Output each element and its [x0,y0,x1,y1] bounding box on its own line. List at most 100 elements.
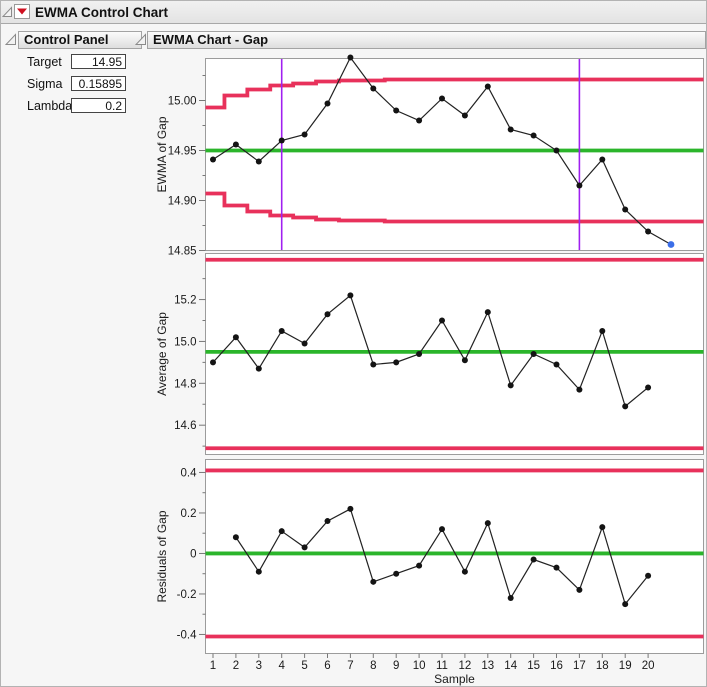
control-panel-disclosure-icon[interactable] [5,33,17,46]
data-point[interactable] [576,386,583,393]
data-point[interactable] [393,107,400,114]
data-point[interactable] [553,147,560,154]
y-tick-label: 14.6 [174,420,196,432]
series-line [212,56,672,246]
data-point[interactable] [416,351,423,357]
data-point[interactable] [232,141,239,148]
data-point[interactable] [576,182,583,189]
x-tick-label: 18 [596,660,609,672]
y-tick-label: 0.2 [181,508,197,520]
data-point[interactable] [484,520,491,527]
chart-residuals: 0.4 0.2 0 -0.2 -0.4 Residuals of Gap [155,459,704,654]
data-point[interactable] [370,85,377,92]
data-point[interactable] [553,564,560,571]
data-point[interactable] [393,359,400,366]
data-point[interactable] [347,292,354,299]
data-point[interactable] [370,361,377,368]
data-point[interactable] [416,562,423,569]
data-point[interactable] [507,595,514,602]
x-tick-label: 12 [459,660,472,672]
lambda-label: Lambda [27,98,73,113]
x-tick-label: 2 [233,660,239,672]
y-axis-title: EWMA of Gap [155,116,169,192]
data-point[interactable] [210,156,216,163]
data-point[interactable] [622,601,629,608]
data-point[interactable] [393,570,400,577]
lambda-input[interactable] [71,98,126,113]
data-point[interactable] [301,131,308,138]
x-tick-label: 17 [573,660,586,672]
data-point[interactable] [255,568,262,575]
data-point[interactable] [439,317,445,324]
data-point[interactable] [461,112,468,119]
data-point[interactable] [210,359,216,366]
y-tick-label: 0 [190,548,196,560]
data-point[interactable] [507,126,514,133]
disclosure-triangle-icon[interactable] [2,6,13,18]
control-limit-line [205,77,704,110]
data-point[interactable] [599,327,606,334]
x-tick-label: 20 [642,660,655,672]
data-point[interactable] [370,578,377,585]
data-point[interactable] [416,117,423,124]
data-point[interactable] [347,505,354,512]
red-triangle-menu-button[interactable] [14,4,30,19]
data-point[interactable] [599,156,606,163]
highlighted-point[interactable] [667,241,675,248]
title-bar: EWMA Control Chart [1,1,706,24]
data-point[interactable] [484,309,491,316]
data-point[interactable] [324,518,331,525]
data-point[interactable] [530,351,537,357]
data-point[interactable] [645,384,652,391]
control-limit-line [205,191,704,224]
sigma-input[interactable] [71,76,126,91]
parameter-row-lambda: Lambda [27,97,126,114]
data-point[interactable] [645,572,652,579]
data-point[interactable] [301,544,308,551]
data-point[interactable] [530,556,537,563]
control-panel-header[interactable]: Control Panel [18,31,142,49]
sigma-label: Sigma [27,76,63,91]
chart-panel-disclosure-icon[interactable] [135,33,147,46]
data-point[interactable] [347,54,354,61]
data-point[interactable] [439,95,445,102]
data-point[interactable] [622,403,629,410]
data-point[interactable] [324,100,331,107]
data-point[interactable] [278,137,285,144]
data-point[interactable] [232,534,239,541]
data-point[interactable] [507,382,514,389]
red-triangle-icon [17,8,27,15]
data-point[interactable] [530,132,537,139]
data-point[interactable] [278,327,285,334]
data-point[interactable] [301,340,308,347]
data-point[interactable] [622,206,629,213]
data-point[interactable] [484,83,491,90]
y-tick-label: 15.2 [174,295,196,307]
data-point[interactable] [255,158,262,165]
data-point[interactable] [461,357,468,364]
data-point[interactable] [255,365,262,372]
data-point[interactable] [645,228,652,235]
x-tick-label: 7 [347,660,353,672]
data-point[interactable] [553,361,560,368]
y-tick-label: 14.95 [168,146,197,158]
y-tick-label: 14.85 [168,246,197,258]
x-tick-label: 19 [619,660,632,672]
x-axis-title: Sample [434,672,475,686]
data-point[interactable] [439,526,445,533]
data-point[interactable] [232,334,239,341]
x-tick-label: 4 [278,660,285,672]
x-tick-label: 16 [550,660,563,672]
data-point[interactable] [599,524,606,531]
data-point[interactable] [461,568,468,575]
window-title: EWMA Control Chart [35,5,168,20]
target-input[interactable] [71,54,126,69]
data-point[interactable] [278,528,285,535]
series-line [212,294,649,408]
data-point[interactable] [324,311,331,318]
x-tick-label: 5 [301,660,307,672]
data-point[interactable] [576,586,583,593]
chart-panel-header[interactable]: EWMA Chart - Gap [147,31,706,49]
series-line [235,508,649,606]
